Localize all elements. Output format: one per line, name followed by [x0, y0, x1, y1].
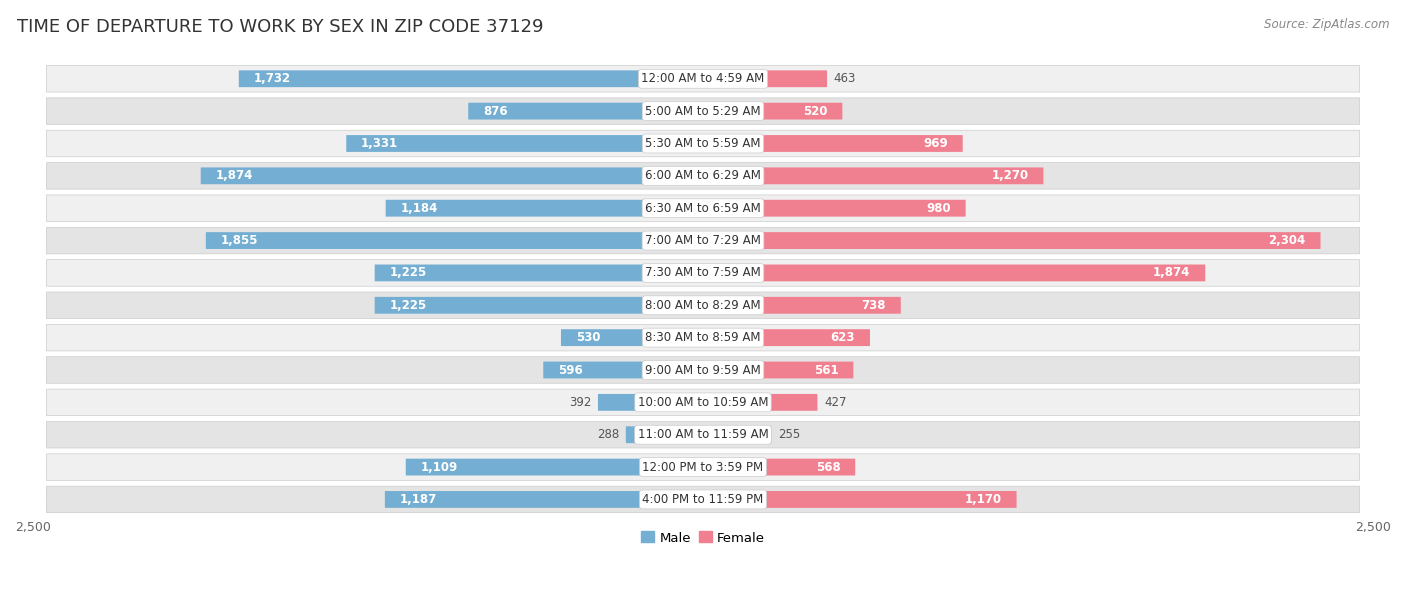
Text: 5:30 AM to 5:59 AM: 5:30 AM to 5:59 AM — [645, 137, 761, 150]
Text: 6:00 AM to 6:29 AM: 6:00 AM to 6:29 AM — [645, 170, 761, 182]
FancyBboxPatch shape — [46, 357, 1360, 383]
Text: Source: ZipAtlas.com: Source: ZipAtlas.com — [1264, 18, 1389, 31]
Text: 980: 980 — [927, 202, 950, 215]
Text: 8:00 AM to 8:29 AM: 8:00 AM to 8:29 AM — [645, 299, 761, 312]
Text: 7:30 AM to 7:59 AM: 7:30 AM to 7:59 AM — [645, 267, 761, 280]
Text: 2,304: 2,304 — [1268, 234, 1306, 247]
Text: 12:00 AM to 4:59 AM: 12:00 AM to 4:59 AM — [641, 72, 765, 85]
Text: 1,331: 1,331 — [361, 137, 398, 150]
FancyBboxPatch shape — [385, 200, 703, 217]
Text: 1,732: 1,732 — [253, 72, 291, 85]
FancyBboxPatch shape — [703, 297, 901, 314]
Text: 596: 596 — [558, 364, 582, 377]
FancyBboxPatch shape — [374, 297, 703, 314]
FancyBboxPatch shape — [703, 394, 817, 411]
FancyBboxPatch shape — [561, 329, 703, 346]
FancyBboxPatch shape — [385, 491, 703, 508]
FancyBboxPatch shape — [703, 167, 1043, 184]
Text: 561: 561 — [814, 364, 838, 377]
FancyBboxPatch shape — [703, 459, 855, 475]
FancyBboxPatch shape — [46, 292, 1360, 318]
FancyBboxPatch shape — [598, 394, 703, 411]
FancyBboxPatch shape — [703, 426, 772, 443]
Text: 10:00 AM to 10:59 AM: 10:00 AM to 10:59 AM — [638, 396, 768, 409]
FancyBboxPatch shape — [46, 389, 1360, 416]
Text: 5:00 AM to 5:29 AM: 5:00 AM to 5:29 AM — [645, 105, 761, 118]
Text: TIME OF DEPARTURE TO WORK BY SEX IN ZIP CODE 37129: TIME OF DEPARTURE TO WORK BY SEX IN ZIP … — [17, 18, 543, 36]
Text: 738: 738 — [862, 299, 886, 312]
Text: 1,225: 1,225 — [389, 299, 426, 312]
Text: 568: 568 — [815, 461, 841, 474]
Text: 7:00 AM to 7:29 AM: 7:00 AM to 7:29 AM — [645, 234, 761, 247]
FancyBboxPatch shape — [46, 324, 1360, 351]
Text: 1,874: 1,874 — [1153, 267, 1191, 280]
Text: 1,109: 1,109 — [420, 461, 458, 474]
Text: 1,225: 1,225 — [389, 267, 426, 280]
Text: 1,184: 1,184 — [401, 202, 437, 215]
Text: 520: 520 — [803, 105, 828, 118]
FancyBboxPatch shape — [46, 259, 1360, 286]
FancyBboxPatch shape — [239, 70, 703, 87]
FancyBboxPatch shape — [46, 65, 1360, 92]
FancyBboxPatch shape — [703, 265, 1205, 281]
Text: 392: 392 — [569, 396, 592, 409]
FancyBboxPatch shape — [626, 426, 703, 443]
FancyBboxPatch shape — [46, 454, 1360, 480]
Text: 255: 255 — [778, 428, 800, 441]
Text: 8:30 AM to 8:59 AM: 8:30 AM to 8:59 AM — [645, 331, 761, 344]
Text: 969: 969 — [924, 137, 948, 150]
FancyBboxPatch shape — [703, 362, 853, 378]
FancyBboxPatch shape — [205, 232, 703, 249]
Text: 1,855: 1,855 — [221, 234, 259, 247]
FancyBboxPatch shape — [374, 265, 703, 281]
FancyBboxPatch shape — [46, 130, 1360, 156]
FancyBboxPatch shape — [703, 329, 870, 346]
Legend: Male, Female: Male, Female — [636, 526, 770, 550]
Text: 876: 876 — [482, 105, 508, 118]
Text: 1,270: 1,270 — [991, 170, 1029, 182]
FancyBboxPatch shape — [406, 459, 703, 475]
Text: 427: 427 — [824, 396, 846, 409]
Text: 623: 623 — [831, 331, 855, 344]
Text: 1,187: 1,187 — [399, 493, 437, 506]
Text: 1,874: 1,874 — [215, 170, 253, 182]
FancyBboxPatch shape — [46, 486, 1360, 513]
Text: 6:30 AM to 6:59 AM: 6:30 AM to 6:59 AM — [645, 202, 761, 215]
Text: 12:00 PM to 3:59 PM: 12:00 PM to 3:59 PM — [643, 461, 763, 474]
FancyBboxPatch shape — [46, 421, 1360, 448]
Text: 463: 463 — [834, 72, 856, 85]
Text: 11:00 AM to 11:59 AM: 11:00 AM to 11:59 AM — [638, 428, 768, 441]
FancyBboxPatch shape — [703, 491, 1017, 508]
FancyBboxPatch shape — [201, 167, 703, 184]
FancyBboxPatch shape — [46, 162, 1360, 189]
Text: 1,170: 1,170 — [965, 493, 1002, 506]
FancyBboxPatch shape — [703, 135, 963, 152]
FancyBboxPatch shape — [46, 98, 1360, 124]
FancyBboxPatch shape — [46, 227, 1360, 254]
Text: 530: 530 — [575, 331, 600, 344]
FancyBboxPatch shape — [543, 362, 703, 378]
FancyBboxPatch shape — [346, 135, 703, 152]
FancyBboxPatch shape — [703, 232, 1320, 249]
FancyBboxPatch shape — [703, 103, 842, 120]
Text: 288: 288 — [598, 428, 619, 441]
Text: 4:00 PM to 11:59 PM: 4:00 PM to 11:59 PM — [643, 493, 763, 506]
FancyBboxPatch shape — [703, 200, 966, 217]
FancyBboxPatch shape — [468, 103, 703, 120]
FancyBboxPatch shape — [703, 70, 827, 87]
FancyBboxPatch shape — [46, 195, 1360, 221]
Text: 9:00 AM to 9:59 AM: 9:00 AM to 9:59 AM — [645, 364, 761, 377]
